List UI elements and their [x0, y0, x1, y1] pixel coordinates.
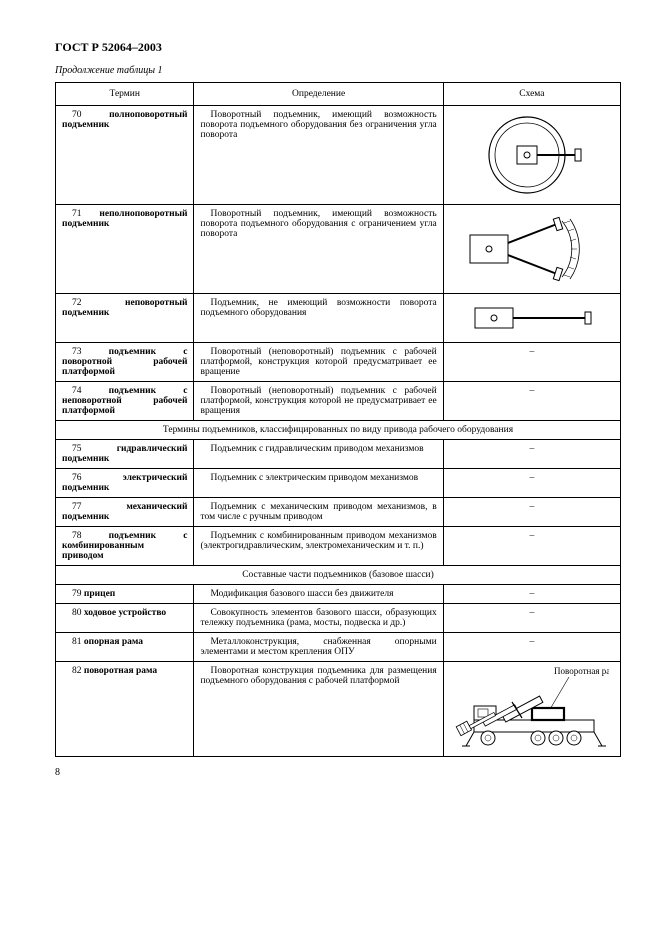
term-cell: 72 неповоротный подъемник	[56, 294, 194, 343]
term-cell: 75 гидравлический подъемник	[56, 440, 194, 469]
term-name: поворотная рама	[84, 666, 157, 676]
table-row: 71 неполноповоротный подъемник Поворотны…	[56, 205, 621, 294]
term-cell: 73 подъемник с поворотной рабочей платфо…	[56, 343, 194, 382]
term-cell: 74 подъемник с неповоротной рабочей плат…	[56, 382, 194, 421]
definition-cell: Подъемник, не имеющий возможности поворо…	[194, 294, 443, 343]
term-number: 72	[72, 298, 82, 308]
term-name: опорная рама	[84, 637, 143, 647]
definition-cell: Поворотный (неповоротный) подъемник с ра…	[194, 343, 443, 382]
definition-cell: Модификация базового шасси без движителя	[194, 585, 443, 604]
col-definition: Определение	[194, 83, 443, 106]
schema-dash: –	[443, 585, 620, 604]
schema-cell	[443, 205, 620, 294]
definition-cell: Подъемник с механическим приводом механи…	[194, 498, 443, 527]
section-row: Составные части подъемников (базовое шас…	[56, 566, 621, 585]
definition-cell: Совокупность элементов базового шасси, о…	[194, 604, 443, 633]
page-number: 8	[55, 767, 621, 778]
term-cell: 76 электрический подъемник	[56, 469, 194, 498]
table-row: 72 неповоротный подъемник Подъемник, не …	[56, 294, 621, 343]
table-header-row: Термин Определение Схема	[56, 83, 621, 106]
schema-dash: –	[443, 469, 620, 498]
term-number: 71	[72, 209, 82, 219]
table-row: 82 поворотная рама Поворотная конструкци…	[56, 662, 621, 757]
term-number: 80	[72, 608, 82, 618]
definition-cell: Поворотная конструкция подъемника для ра…	[194, 662, 443, 757]
table-row: 74 подъемник с неповоротной рабочей плат…	[56, 382, 621, 421]
schema-cell	[443, 106, 620, 205]
definition-cell: Подъемник с электрическим приводом механ…	[194, 469, 443, 498]
terms-table: Термин Определение Схема 70 полноповорот…	[55, 82, 621, 757]
truck-crane-icon: Поворотная рама	[454, 664, 609, 754]
schema-dash: –	[443, 343, 620, 382]
partial-rotation-icon	[462, 209, 602, 289]
section-title: Термины подъемников, классифицированных …	[56, 421, 621, 440]
col-schema: Схема	[443, 83, 620, 106]
term-number: 77	[72, 502, 82, 512]
term-number: 74	[72, 386, 82, 396]
definition-cell: Подъемник с гидравлическим приводом меха…	[194, 440, 443, 469]
schema-label: Поворотная рама	[554, 666, 609, 676]
table-row: 77 механический подъемник Подъемник с ме…	[56, 498, 621, 527]
table-row: 79 прицеп Модификация базового шасси без…	[56, 585, 621, 604]
section-title: Составные части подъемников (базовое шас…	[56, 566, 621, 585]
table-row: 80 ходовое устройство Совокупность элеме…	[56, 604, 621, 633]
schema-dash: –	[443, 440, 620, 469]
document-header: ГОСТ Р 52064–2003	[55, 40, 621, 55]
term-number: 79	[72, 589, 82, 599]
table-caption: Продолжение таблицы 1	[55, 65, 621, 76]
table-row: 70 полноповоротный подъемник Поворотный …	[56, 106, 621, 205]
schema-cell: Поворотная рама	[443, 662, 620, 757]
table-row: 78 подъемник с комбинированным приводом …	[56, 527, 621, 566]
term-name: прицеп	[84, 589, 115, 599]
full-rotation-icon	[477, 110, 587, 200]
term-cell: 82 поворотная рама	[56, 662, 194, 757]
term-cell: 70 полноповоротный подъемник	[56, 106, 194, 205]
definition-cell: Подъемник с комбинированным приводом мех…	[194, 527, 443, 566]
definition-cell: Поворотный подъемник, имеющий возможност…	[194, 106, 443, 205]
term-number: 78	[72, 531, 82, 541]
term-name: ходовое устройство	[84, 608, 166, 618]
table-row: 75 гидравлический подъемник Подъемник с …	[56, 440, 621, 469]
term-number: 70	[72, 110, 82, 120]
table-row: 73 подъемник с поворотной рабочей платфо…	[56, 343, 621, 382]
definition-cell: Металлоконструкция, снабженная опорными …	[194, 633, 443, 662]
term-number: 76	[72, 473, 82, 483]
definition-cell: Поворотный подъемник, имеющий возможност…	[194, 205, 443, 294]
schema-dash: –	[443, 498, 620, 527]
term-cell: 77 механический подъемник	[56, 498, 194, 527]
definition-cell: Поворотный (неповоротный) подъемник с ра…	[194, 382, 443, 421]
term-cell: 71 неполноповоротный подъемник	[56, 205, 194, 294]
schema-cell	[443, 294, 620, 343]
term-cell: 78 подъемник с комбинированным приводом	[56, 527, 194, 566]
table-row: 81 опорная рама Металлоконструкция, снаб…	[56, 633, 621, 662]
schema-dash: –	[443, 633, 620, 662]
table-row: 76 электрический подъемник Подъемник с э…	[56, 469, 621, 498]
term-number: 81	[72, 637, 82, 647]
schema-dash: –	[443, 382, 620, 421]
schema-dash: –	[443, 604, 620, 633]
term-cell: 80 ходовое устройство	[56, 604, 194, 633]
term-number: 73	[72, 347, 82, 357]
term-cell: 79 прицеп	[56, 585, 194, 604]
col-term: Термин	[56, 83, 194, 106]
section-row: Термины подъемников, классифицированных …	[56, 421, 621, 440]
term-number: 75	[72, 444, 82, 454]
non-rotation-icon	[467, 298, 597, 338]
schema-dash: –	[443, 527, 620, 566]
term-cell: 81 опорная рама	[56, 633, 194, 662]
term-number: 82	[72, 666, 82, 676]
